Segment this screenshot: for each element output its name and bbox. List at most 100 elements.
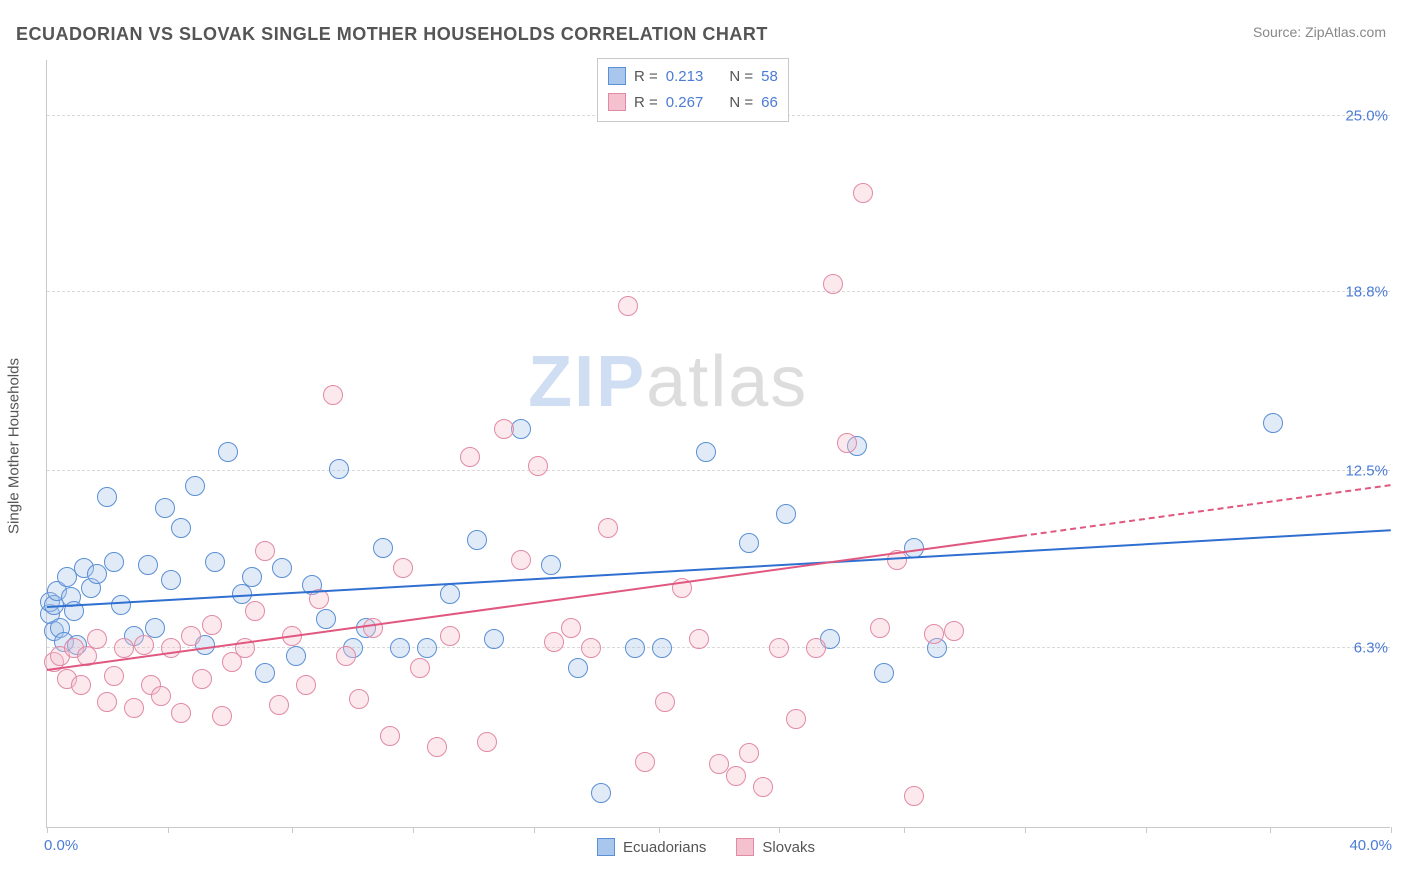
y-axis-label: Single Mother Households <box>6 358 23 534</box>
x-tick-mark <box>659 827 660 833</box>
x-tick-mark <box>1391 827 1392 833</box>
stats-n-label: N = <box>729 94 753 111</box>
scatter-point-ecuadorians <box>316 609 336 629</box>
scatter-point-slovaks <box>87 629 107 649</box>
scatter-point-slovaks <box>192 669 212 689</box>
scatter-point-ecuadorians <box>205 552 225 572</box>
trend-line-slovaks-dashed <box>1021 484 1391 537</box>
scatter-point-slovaks <box>561 618 581 638</box>
scatter-point-slovaks <box>837 433 857 453</box>
scatter-point-slovaks <box>71 675 91 695</box>
scatter-point-ecuadorians <box>255 663 275 683</box>
scatter-point-slovaks <box>440 626 460 646</box>
trend-line-slovaks <box>47 535 1022 671</box>
scatter-point-slovaks <box>363 618 383 638</box>
scatter-point-ecuadorians <box>440 584 460 604</box>
scatter-point-slovaks <box>296 675 316 695</box>
x-tick-mark <box>47 827 48 833</box>
gridline <box>47 291 1390 292</box>
y-tick-label: 25.0% <box>1318 107 1396 124</box>
scatter-point-slovaks <box>944 621 964 641</box>
scatter-point-ecuadorians <box>155 498 175 518</box>
source-attribution: Source: ZipAtlas.com <box>1253 24 1386 40</box>
scatter-point-ecuadorians <box>218 442 238 462</box>
scatter-point-ecuadorians <box>104 552 124 572</box>
x-tick-mark <box>413 827 414 833</box>
scatter-point-slovaks <box>635 752 655 772</box>
scatter-point-slovaks <box>134 635 154 655</box>
scatter-point-slovaks <box>104 666 124 686</box>
scatter-point-slovaks <box>823 274 843 294</box>
scatter-point-slovaks <box>460 447 480 467</box>
scatter-point-ecuadorians <box>467 530 487 550</box>
legend-label-slovaks: Slovaks <box>762 839 815 856</box>
scatter-point-slovaks <box>769 638 789 658</box>
scatter-point-slovaks <box>528 456 548 476</box>
scatter-point-ecuadorians <box>874 663 894 683</box>
scatter-point-ecuadorians <box>696 442 716 462</box>
stats-r-label: R = <box>634 94 658 111</box>
stats-legend: R = 0.213 N = 58 R = 0.267 N = 66 <box>597 58 789 122</box>
x-tick-mark <box>1270 827 1271 833</box>
scatter-point-ecuadorians <box>652 638 672 658</box>
scatter-point-slovaks <box>477 732 497 752</box>
scatter-point-slovaks <box>212 706 232 726</box>
scatter-point-slovaks <box>245 601 265 621</box>
y-tick-label: 18.8% <box>1318 284 1396 301</box>
stats-row-slovaks: R = 0.267 N = 66 <box>608 89 778 115</box>
plot-canvas: ZIPatlas 6.3%12.5%18.8%25.0% <box>46 60 1390 828</box>
chart-title: ECUADORIAN VS SLOVAK SINGLE MOTHER HOUSE… <box>16 24 768 45</box>
scatter-point-slovaks <box>151 686 171 706</box>
scatter-point-slovaks <box>806 638 826 658</box>
x-max-label: 40.0% <box>1349 837 1392 854</box>
scatter-point-slovaks <box>739 743 759 763</box>
scatter-point-slovaks <box>269 695 289 715</box>
scatter-point-slovaks <box>870 618 890 638</box>
x-tick-mark <box>779 827 780 833</box>
scatter-point-slovaks <box>618 296 638 316</box>
scatter-point-slovaks <box>380 726 400 746</box>
scatter-point-slovaks <box>410 658 430 678</box>
scatter-point-slovaks <box>393 558 413 578</box>
scatter-point-slovaks <box>427 737 447 757</box>
scatter-point-slovaks <box>726 766 746 786</box>
scatter-point-slovaks <box>114 638 134 658</box>
scatter-point-slovaks <box>202 615 222 635</box>
scatter-point-ecuadorians <box>390 638 410 658</box>
y-tick-label: 12.5% <box>1318 463 1396 480</box>
scatter-point-slovaks <box>924 624 944 644</box>
x-min-label: 0.0% <box>44 837 78 854</box>
scatter-point-slovaks <box>97 692 117 712</box>
scatter-point-slovaks <box>786 709 806 729</box>
scatter-point-slovaks <box>323 385 343 405</box>
stats-r-label: R = <box>634 68 658 85</box>
stats-r-value-ecuadorians: 0.213 <box>666 68 704 85</box>
scatter-point-slovaks <box>689 629 709 649</box>
scatter-point-slovaks <box>349 689 369 709</box>
legend-swatch-ecuadorians <box>597 838 615 856</box>
watermark: ZIPatlas <box>528 341 808 423</box>
legend-item-ecuadorians: Ecuadorians <box>597 838 706 856</box>
stats-n-value-slovaks: 66 <box>761 94 778 111</box>
scatter-point-slovaks <box>511 550 531 570</box>
scatter-point-ecuadorians <box>776 504 796 524</box>
scatter-point-ecuadorians <box>484 629 504 649</box>
y-tick-label: 6.3% <box>1318 639 1396 656</box>
x-tick-mark <box>292 827 293 833</box>
scatter-point-ecuadorians <box>97 487 117 507</box>
scatter-point-ecuadorians <box>111 595 131 615</box>
scatter-point-ecuadorians <box>591 783 611 803</box>
scatter-point-slovaks <box>581 638 601 658</box>
scatter-point-ecuadorians <box>161 570 181 590</box>
gridline <box>47 470 1390 471</box>
scatter-point-slovaks <box>124 698 144 718</box>
x-tick-mark <box>904 827 905 833</box>
plot-area: ZIPatlas 6.3%12.5%18.8%25.0% 0.0% 40.0% … <box>46 60 1390 828</box>
scatter-point-ecuadorians <box>272 558 292 578</box>
scatter-point-ecuadorians <box>286 646 306 666</box>
scatter-point-ecuadorians <box>541 555 561 575</box>
scatter-point-slovaks <box>904 786 924 806</box>
stats-row-ecuadorians: R = 0.213 N = 58 <box>608 63 778 89</box>
scatter-point-ecuadorians <box>625 638 645 658</box>
x-tick-mark <box>1146 827 1147 833</box>
